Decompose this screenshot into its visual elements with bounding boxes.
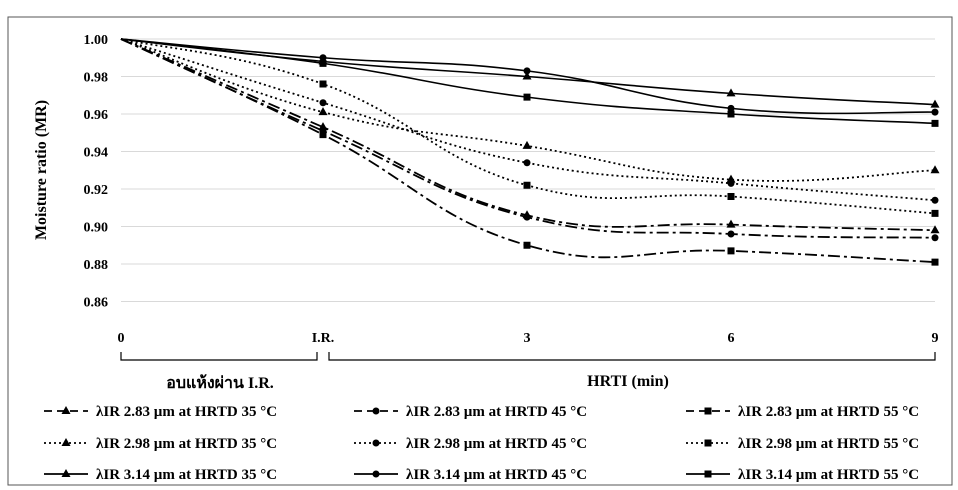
marker-square: [704, 470, 712, 478]
x-axis-label: HRTI (min): [587, 373, 669, 390]
marker-triangle: [726, 88, 736, 97]
y-axis-ticks: 1.00 0.98 0.96 0.94 0.92 0.90 0.88 0.86: [84, 33, 109, 311]
series-group: [120, 38, 940, 266]
y-tick-label: 0.88: [84, 258, 109, 273]
series-9: [120, 38, 939, 127]
marker-triangle: [930, 225, 940, 234]
legend-item: λIR 2.83 µm at HRTD 45 °C: [354, 404, 587, 420]
marker-triangle: [930, 99, 940, 108]
marker-square: [727, 247, 735, 255]
x-tick-label: 6: [728, 331, 735, 346]
legend: λIR 2.83 µm at HRTD 35 °C λIR 2.83 µm at …: [44, 404, 919, 483]
legend-label: λIR 2.98 µm at HRTD 55 °C: [738, 436, 919, 452]
legend-item: λIR 2.83 µm at HRTD 35 °C: [44, 404, 277, 420]
legend-item: λIR 3.14 µm at HRTD 55 °C: [686, 467, 919, 483]
legend-item: λIR 2.98 µm at HRTD 45 °C: [354, 436, 587, 452]
marker-square: [523, 241, 531, 249]
series-5: [120, 38, 939, 204]
marker-triangle: [726, 219, 736, 228]
marker-circle: [931, 108, 939, 116]
ir-bracket: [120, 352, 318, 361]
x-tick-label: 0: [118, 331, 125, 346]
series-1: [120, 38, 940, 234]
chart-frame: [7, 16, 953, 486]
marker-triangle: [61, 469, 71, 477]
series-line: [120, 38, 936, 264]
legend-label: λIR 2.98 µm at HRTD 35 °C: [96, 436, 277, 452]
series-4: [120, 38, 940, 183]
y-axis-label: Moisture ratio (MR): [33, 100, 50, 240]
marker-circle: [727, 230, 735, 238]
marker-triangle: [61, 438, 71, 446]
y-tick-label: 0.94: [84, 146, 109, 161]
marker-circle: [372, 439, 380, 447]
legend-label: λIR 2.98 µm at HRTD 45 °C: [406, 436, 587, 452]
marker-circle: [931, 234, 939, 242]
series-3: [120, 38, 939, 266]
series-line: [120, 38, 936, 202]
marker-circle: [523, 159, 531, 167]
legend-item: λIR 3.14 µm at HRTD 35 °C: [44, 467, 277, 483]
hrti-bracket: [328, 352, 936, 361]
marker-triangle: [318, 122, 328, 131]
marker-circle: [319, 54, 327, 62]
series-8: [120, 38, 939, 116]
grid-lines: [121, 38, 935, 302]
x-tick-label: 3: [524, 331, 531, 346]
marker-square: [931, 209, 939, 217]
marker-circle: [931, 196, 939, 204]
marker-triangle: [61, 406, 71, 414]
marker-circle: [523, 213, 531, 221]
marker-circle: [727, 104, 735, 112]
y-tick-label: 1.00: [84, 33, 109, 48]
legend-item: λIR 3.14 µm at HRTD 45 °C: [354, 467, 587, 483]
marker-square: [931, 258, 939, 266]
marker-square: [704, 407, 712, 415]
legend-item: λIR 2.83 µm at HRTD 55 °C: [686, 404, 919, 420]
marker-square: [931, 119, 939, 127]
marker-square: [319, 80, 327, 88]
marker-square: [319, 59, 327, 67]
y-tick-label: 0.92: [84, 183, 109, 198]
x-tick-label: I.R.: [312, 331, 335, 346]
y-tick-label: 0.96: [84, 108, 109, 123]
y-tick-label: 0.90: [84, 221, 109, 236]
ir-group-label: อบแห้งผ่าน I.R.: [166, 374, 274, 392]
y-tick-label: 0.98: [84, 71, 109, 86]
marker-square: [704, 439, 712, 447]
marker-circle: [372, 470, 380, 478]
marker-circle: [523, 67, 531, 75]
x-axis-brackets: [120, 352, 936, 361]
marker-square: [523, 181, 531, 189]
legend-label: λIR 3.14 µm at HRTD 35 °C: [96, 467, 277, 483]
legend-label: λIR 2.83 µm at HRTD 45 °C: [406, 404, 587, 420]
legend-label: λIR 2.83 µm at HRTD 55 °C: [738, 404, 919, 420]
marker-square: [727, 110, 735, 118]
marker-triangle: [522, 140, 532, 149]
marker-triangle: [318, 107, 328, 116]
marker-square: [319, 131, 327, 139]
legend-label: λIR 3.14 µm at HRTD 55 °C: [738, 467, 919, 483]
marker-triangle: [522, 71, 532, 80]
marker-square: [727, 193, 735, 200]
series-6: [120, 38, 939, 217]
legend-item: λIR 2.98 µm at HRTD 35 °C: [44, 436, 277, 452]
marker-triangle: [930, 165, 940, 174]
legend-label: λIR 2.83 µm at HRTD 35 °C: [96, 404, 277, 420]
legend-label: λIR 3.14 µm at HRTD 45 °C: [406, 467, 587, 483]
marker-square: [523, 93, 531, 101]
y-tick-label: 0.86: [84, 296, 109, 311]
marker-triangle: [726, 174, 736, 183]
series-line: [120, 38, 936, 125]
marker-circle: [727, 179, 735, 187]
marker-circle: [319, 99, 327, 107]
marker-circle: [372, 407, 380, 415]
x-axis-ticks: 0 I.R. 3 6 9: [118, 331, 939, 346]
x-tick-label: 9: [932, 331, 939, 346]
legend-item: λIR 2.98 µm at HRTD 55 °C: [686, 436, 919, 452]
